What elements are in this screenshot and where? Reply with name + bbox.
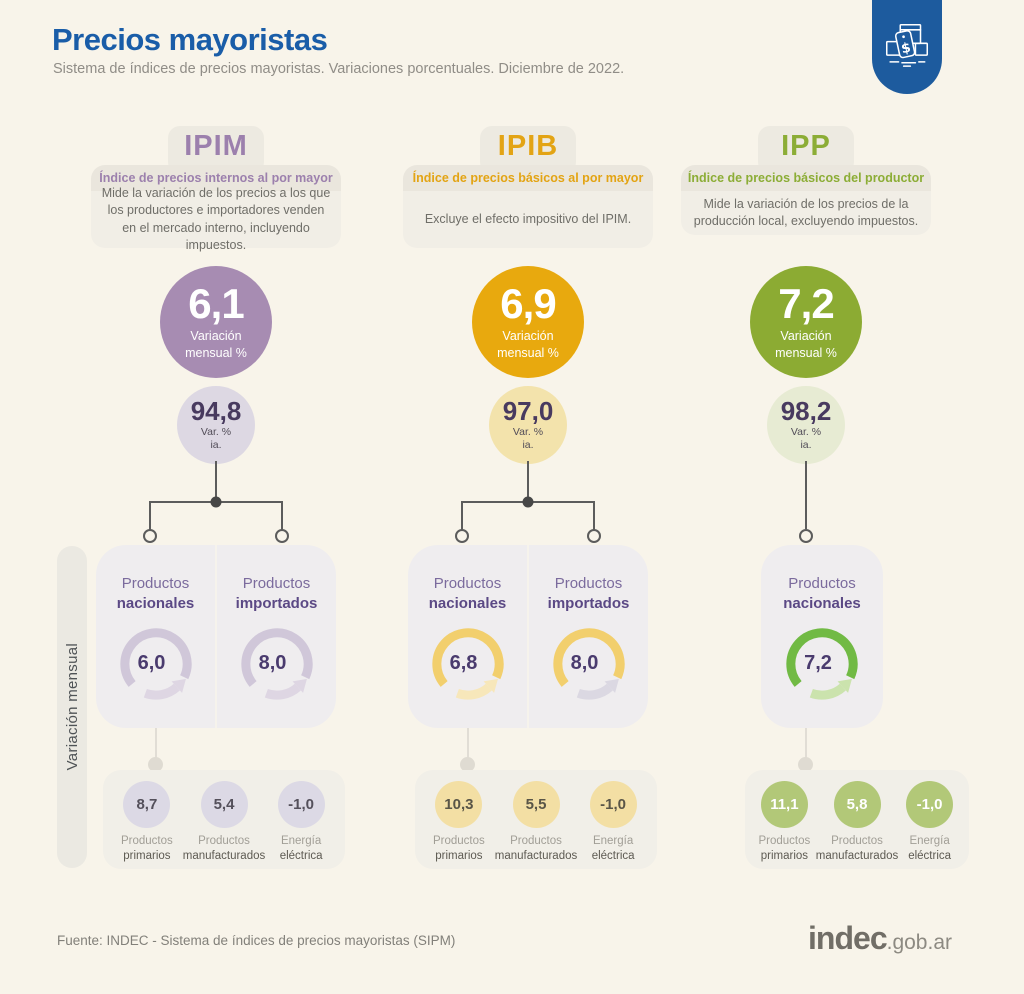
- ipp-yearly-circle: 98,2 Var. % ia.: [767, 386, 845, 464]
- indec-logo-text: indec: [808, 920, 888, 956]
- page-title: Precios mayoristas: [52, 22, 328, 57]
- connector-line: [805, 728, 807, 759]
- circular-arrow-icon: 6,0: [115, 623, 197, 705]
- breakdown-value: -1,0: [277, 781, 325, 828]
- column-ipib: IPIB Índice de precios básicos al por ma…: [403, 0, 657, 994]
- connector-dot: [460, 757, 475, 772]
- group-value: 8,0: [570, 652, 599, 675]
- ipp-monthly-circle: 7,2 Variación mensual %: [750, 266, 862, 378]
- ipim-monthly-label: Variación mensual %: [185, 329, 247, 360]
- ipp-connector-line: [799, 461, 813, 543]
- ipib-yearly-circle: 97,0 Var. % ia.: [489, 386, 567, 464]
- ipib-imported-products: Productos importados 8,0: [527, 545, 648, 728]
- price-tag-boxes-icon: $: [880, 18, 934, 77]
- ipib-description: Excluye el efecto impositivo del IPIM.: [403, 191, 653, 248]
- breakdown-value: 10,3: [435, 781, 483, 828]
- breakdown-item: -1,0 Energía eléctrica: [265, 781, 337, 869]
- column-ipp: IPP Índice de precios básicos del produc…: [681, 0, 969, 994]
- group-value: 7,2: [804, 652, 832, 675]
- group-value: 8,0: [258, 652, 287, 675]
- circular-arrow-icon: 8,0: [548, 623, 630, 705]
- ipim-title: IPIM: [184, 130, 248, 162]
- breakdown-value: -1,0: [906, 781, 954, 828]
- circular-arrow-icon: 6,8: [427, 623, 509, 705]
- group-title: Productos nacionales: [116, 575, 195, 612]
- group-title: Productos nacionales: [783, 575, 861, 612]
- ipim-yearly-circle: 94,8 Var. % ia.: [177, 386, 255, 464]
- ipib-breakdown-card: 10,3 Productos primarios 5,5 Productos m…: [415, 770, 657, 869]
- ipp-description: Mide la variación de los precios de la p…: [681, 191, 931, 235]
- breakdown-item: 5,8 Productos manufacturados: [816, 781, 898, 869]
- ipp-title: IPP: [781, 130, 831, 162]
- ipim-monthly-circle: 6,1 Variación mensual %: [160, 266, 272, 378]
- breakdown-value: 11,1: [760, 781, 808, 828]
- ipib-title: IPIB: [497, 130, 559, 162]
- ipib-monthly-label: Variación mensual %: [497, 329, 559, 360]
- connector-dot: [148, 757, 163, 772]
- circular-arrow-icon: 7,2: [781, 623, 863, 705]
- ipp-products-card: Productos nacionales 7,2: [761, 545, 883, 728]
- ipim-breakdown-card: 8,7 Productos primarios 5,4 Productos ma…: [103, 770, 345, 869]
- group-title: Productos importados: [547, 575, 630, 612]
- breakdown-value: 8,7: [123, 781, 171, 828]
- ipim-national-products: Productos nacionales 6,0: [96, 545, 215, 728]
- indec-logo: indec .gob.ar: [808, 920, 952, 957]
- ipp-yearly-label: Var. % ia.: [790, 425, 822, 451]
- ipim-yearly-value: 94,8: [190, 395, 242, 426]
- monthly-variation-side-band: Variación mensual: [57, 546, 87, 868]
- ipim-yearly-label: Var. % ia.: [200, 425, 232, 451]
- ipp-band-label: Índice de precios básicos del productor: [681, 165, 931, 191]
- ipim-products-card: Productos nacionales 6,0 Productos impor…: [96, 545, 336, 728]
- ipim-connector-tree: [143, 461, 289, 543]
- group-title: Productos nacionales: [428, 575, 507, 612]
- breakdown-item: 11,1 Productos primarios: [753, 781, 816, 869]
- page-subtitle: Sistema de índices de precios mayoristas…: [53, 61, 625, 77]
- ipib-monthly-value: 6,9: [500, 280, 556, 328]
- source-note: Fuente: INDEC - Sistema de índices de pr…: [57, 933, 456, 948]
- header-badge: $: [872, 0, 942, 94]
- svg-text:$: $: [900, 39, 913, 57]
- ipib-monthly-circle: 6,9 Variación mensual %: [472, 266, 584, 378]
- ipp-breakdown-card: 11,1 Productos primarios 5,8 Productos m…: [745, 770, 969, 869]
- group-value: 6,0: [137, 652, 166, 675]
- breakdown-item: 5,4 Productos manufacturados: [183, 781, 265, 869]
- ipib-yearly-label: Var. % ia.: [512, 425, 544, 451]
- ipp-monthly-value: 7,2: [778, 280, 834, 328]
- breakdown-value: -1,0: [589, 781, 637, 828]
- ipp-yearly-value: 98,2: [780, 395, 832, 426]
- breakdown-item: -1,0 Energía eléctrica: [577, 781, 649, 869]
- ipim-description: Mide la variación de los precios a los q…: [91, 186, 341, 252]
- ipib-products-card: Productos nacionales 6,8 Productos impor…: [408, 545, 648, 728]
- ipim-monthly-value: 6,1: [188, 280, 244, 328]
- group-value: 6,8: [449, 652, 478, 675]
- connector-line: [155, 728, 157, 759]
- breakdown-value: 5,4: [200, 781, 248, 828]
- ipim-band-label: Índice de precios internos al por mayor: [91, 165, 341, 191]
- side-band-label: Variación mensual: [63, 643, 81, 771]
- ipp-monthly-label: Variación mensual %: [775, 329, 837, 360]
- breakdown-item: 10,3 Productos primarios: [423, 781, 495, 869]
- indec-logo-suffix: .gob.ar: [886, 931, 952, 954]
- column-ipim: IPIM Índice de precios internos al por m…: [91, 0, 345, 994]
- ipp-national-products: Productos nacionales 7,2: [761, 545, 883, 728]
- ipib-national-products: Productos nacionales 6,8: [408, 545, 527, 728]
- breakdown-item: 8,7 Productos primarios: [111, 781, 183, 869]
- ipib-connector-tree: [455, 461, 601, 543]
- group-title: Productos importados: [235, 575, 318, 612]
- connector-line: [467, 728, 469, 759]
- circular-arrow-icon: 8,0: [236, 623, 318, 705]
- connector-dot: [798, 757, 813, 772]
- ipib-yearly-value: 97,0: [502, 395, 554, 426]
- breakdown-item: -1,0 Energía eléctrica: [898, 781, 961, 869]
- breakdown-value: 5,8: [833, 781, 881, 828]
- breakdown-item: 5,5 Productos manufacturados: [495, 781, 577, 869]
- breakdown-value: 5,5: [512, 781, 560, 828]
- ipib-band-label: Índice de precios básicos al por mayor: [403, 165, 653, 191]
- ipim-imported-products: Productos importados 8,0: [215, 545, 336, 728]
